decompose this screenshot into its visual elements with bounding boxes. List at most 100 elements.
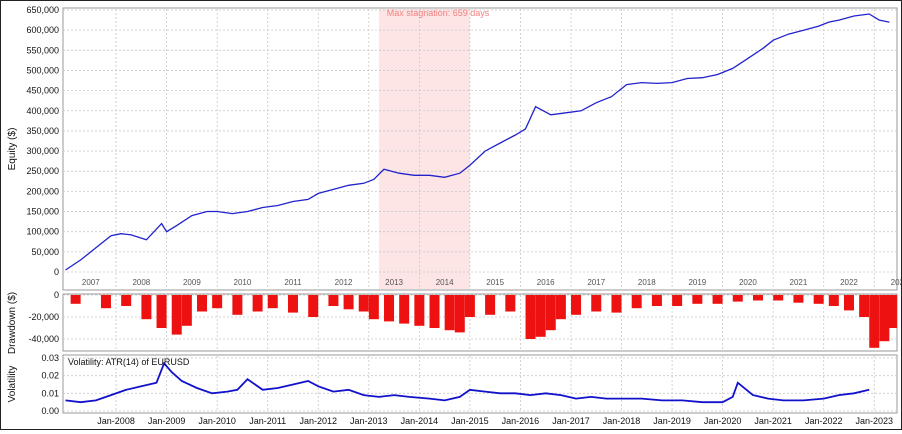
equity-year-label: 2017 — [587, 278, 605, 287]
equity-year-label: 2014 — [436, 278, 454, 287]
equity-year-label: 2009 — [183, 278, 201, 287]
equity-year-label: 2022 — [840, 278, 858, 287]
drawdown-bar — [591, 295, 602, 312]
x-axis-tick-label: Jan-2015 — [451, 416, 489, 426]
equity-year-label: 2016 — [537, 278, 555, 287]
drawdown-bar — [611, 295, 622, 313]
equity-year-label: 2019 — [688, 278, 706, 287]
x-axis-tick-label: Jan-2022 — [805, 416, 843, 426]
x-axis-tick-label: Jan-2009 — [148, 416, 186, 426]
x-axis-tick-label: Jan-2023 — [855, 416, 893, 426]
x-axis-tick-label: Jan-2014 — [401, 416, 439, 426]
equity-y-tick-label: 0 — [54, 267, 59, 277]
x-axis-tick-label: Jan-2020 — [704, 416, 742, 426]
drawdown-bar — [414, 295, 425, 326]
equity-year-label: 2008 — [132, 278, 150, 287]
x-axis-tick-label: Jan-2012 — [299, 416, 337, 426]
drawdown-bar — [156, 295, 167, 328]
x-axis-tick-label: Jan-2016 — [502, 416, 540, 426]
x-axis-tick-label: Jan-2011 — [249, 416, 286, 426]
drawdown-bar — [813, 295, 824, 304]
drawdown-bar — [828, 295, 839, 306]
drawdown-bar — [631, 295, 642, 309]
equity-y-tick-label: 650,000 — [26, 5, 59, 15]
drawdown-bar — [753, 295, 763, 301]
x-axis-tick-label: Jan-2008 — [97, 416, 135, 426]
drawdown-y-tick-label: -40,000 — [28, 334, 59, 344]
drawdown-bar — [171, 295, 182, 335]
equity-year-label: 2023 — [891, 278, 901, 287]
drawdown-bar — [732, 295, 743, 302]
stagnation-region — [378, 9, 470, 289]
equity-y-tick-label: 500,000 — [26, 65, 59, 75]
drawdown-bar — [879, 295, 890, 342]
stagnation-label: Max stagnation: 659 days — [387, 8, 490, 18]
equity-year-label: 2021 — [790, 278, 808, 287]
drawdown-bar — [464, 295, 475, 317]
equity-axis-label: Equity ($) — [7, 128, 18, 171]
drawdown-bar — [793, 295, 804, 303]
equity-series-line — [65, 13, 890, 271]
drawdown-bar — [555, 295, 566, 320]
drawdown-bar — [535, 295, 546, 337]
drawdown-bar — [773, 295, 784, 301]
drawdown-bar — [692, 295, 703, 304]
equity-year-label: 2012 — [335, 278, 353, 287]
drawdown-bar — [672, 295, 683, 306]
drawdown-bar — [368, 295, 379, 320]
drawdown-bar — [287, 295, 298, 313]
drawdown-axis-label: Drawdown ($) — [7, 292, 18, 354]
volatility-title: Volatility: ATR(14) of EURUSD — [68, 357, 190, 367]
equity-year-label: 2015 — [486, 278, 504, 287]
equity-y-tick-label: 350,000 — [26, 126, 59, 136]
volatility-y-tick-label: 0.02 — [41, 371, 59, 381]
drawdown-bar — [121, 295, 132, 306]
drawdown-bar — [328, 295, 339, 306]
equity-year-label: 2007 — [82, 278, 100, 287]
drawdown-bar — [505, 295, 516, 312]
drawdown-bar — [267, 295, 278, 309]
drawdown-bar — [454, 295, 465, 333]
volatility-y-tick-label: 0.01 — [41, 388, 59, 398]
x-axis-tick-label: Jan-2021 — [754, 416, 792, 426]
drawdown-bar — [651, 295, 662, 306]
drawdown-bar — [485, 295, 496, 315]
equity-year-label: 2020 — [739, 278, 757, 287]
drawdown-bar — [399, 295, 410, 324]
drawdown-bar — [308, 295, 319, 317]
drawdown-bar — [384, 295, 395, 322]
drawdown-y-tick-label: -20,000 — [28, 312, 59, 322]
equity-year-label: 2013 — [385, 278, 403, 287]
drawdown-bar — [100, 295, 111, 309]
volatility-y-tick-label: 0.00 — [41, 406, 59, 416]
volatility-axis-label: Volatility — [7, 366, 18, 403]
equity-y-tick-label: 300,000 — [26, 146, 59, 156]
x-axis-tick-label: Jan-2019 — [653, 416, 691, 426]
drawdown-bar — [444, 295, 455, 331]
equity-y-tick-label: 50,000 — [31, 247, 59, 257]
equity-y-tick-label: 150,000 — [26, 207, 59, 217]
drawdown-bar — [712, 295, 723, 304]
drawdown-bar — [545, 295, 556, 331]
drawdown-bar — [358, 295, 369, 312]
equity-year-label: 2010 — [234, 278, 252, 287]
drawdown-bar — [429, 295, 440, 328]
equity-y-tick-label: 400,000 — [26, 106, 59, 116]
equity-year-label: 2011 — [284, 278, 302, 287]
volatility-panel — [62, 354, 898, 414]
volatility-series-line — [65, 361, 870, 404]
equity-year-label: 2018 — [638, 278, 656, 287]
volatility-y-tick-label: 0.03 — [41, 353, 59, 363]
drawdown-bar — [141, 295, 152, 320]
drawdown-bar — [212, 295, 223, 309]
drawdown-bar — [252, 295, 263, 312]
drawdown-bar — [886, 295, 897, 328]
drawdown-bar — [343, 295, 354, 310]
drawdown-bar — [181, 295, 192, 326]
drawdown-bar — [197, 295, 207, 312]
equity-y-tick-label: 250,000 — [26, 166, 59, 176]
drawdown-bar — [571, 295, 582, 315]
drawdown-bar — [525, 295, 536, 339]
drawdown-bar — [859, 295, 870, 317]
equity-y-tick-label: 600,000 — [26, 25, 59, 35]
